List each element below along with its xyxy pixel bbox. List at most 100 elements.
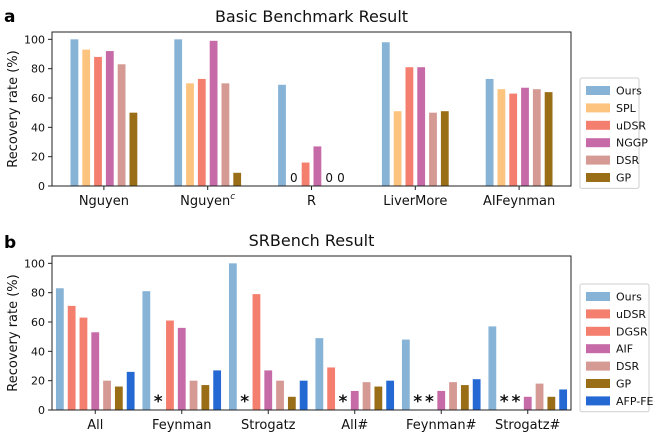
y-tick-label: 80 [31, 287, 45, 300]
bar-annotation: * [500, 392, 509, 412]
bar-nggp-2 [313, 146, 322, 186]
y-tick-label: 0 [38, 180, 45, 193]
bar-afp-fe-3 [386, 380, 395, 410]
bar-udsr-3 [327, 367, 336, 410]
x-tick-label: R [307, 194, 316, 209]
bar-dsr-3 [429, 112, 437, 186]
x-tick-label: All [87, 418, 103, 433]
bar-gp-3 [374, 386, 383, 410]
x-tick-label: All# [341, 418, 368, 433]
x-tick-label: LiverMore [383, 194, 447, 209]
legend-swatch-gp [586, 379, 610, 388]
x-tick-text: R [307, 194, 316, 209]
bar-nggp-3 [417, 67, 426, 186]
y-tick-label: 20 [31, 151, 45, 164]
bar-gp-4 [544, 92, 553, 186]
bar-ours-5 [488, 326, 497, 410]
bar-dsr-5 [535, 383, 544, 410]
legend-swatch-ours [586, 86, 610, 95]
legend-swatch-dgsr [586, 326, 610, 336]
bar-dgsr-2 [252, 294, 261, 410]
x-tick-text: All [87, 418, 103, 433]
bar-dgsr-1 [166, 320, 174, 410]
legend-label: DSR [616, 154, 639, 167]
legend-label: Ours [616, 85, 642, 98]
bar-dsr-4 [532, 89, 541, 186]
x-tick-text: Feynman# [406, 418, 476, 433]
legend-swatch-gp [586, 173, 610, 182]
y-tick-label: 40 [31, 345, 45, 358]
bar-afp-fe-0 [126, 371, 135, 410]
bar-udsr-0 [94, 56, 102, 186]
bar-gp-1 [233, 172, 242, 186]
bar-ours-1 [174, 39, 183, 187]
bar-gp-1 [201, 385, 210, 410]
bar-udsr-2 [301, 162, 310, 186]
y-axis-label: Recovery rate (%) [6, 50, 21, 167]
bar-aif-4 [437, 390, 446, 410]
plot-frame [51, 31, 572, 187]
legend: Ours uDSR DGSR AIF DSR GP AFP-FE [579, 283, 654, 413]
bar-spl-4 [497, 89, 506, 186]
x-tick-text: LiverMore [383, 194, 447, 209]
legend-swatch-afp-fe [586, 396, 610, 406]
legend-label: AIF [616, 343, 633, 356]
x-tick-superscript: c [230, 192, 235, 202]
bar-udsr-1 [197, 78, 206, 186]
y-tick-label: 0 [38, 404, 45, 417]
bar-udsr-0 [67, 305, 76, 410]
bar-aif-0 [91, 332, 100, 410]
panel-b: b SRBench Result Recovery rate (%) 0 20 40 60 8… [4, 231, 654, 433]
x-tick-label: Feynman# [406, 418, 476, 433]
bar-annotation: * [425, 392, 434, 412]
bar-udsr-4 [509, 93, 518, 186]
bar-ours-1 [142, 291, 151, 410]
legend-label: uDSR [616, 119, 646, 132]
bar-dsr-2 [276, 380, 284, 410]
y-tick-label: 80 [31, 63, 45, 76]
bar-ours-4 [401, 339, 410, 410]
bar-ours-4 [485, 78, 494, 186]
bar-afp-fe-5 [559, 389, 568, 410]
legend-label: uDSR [616, 308, 646, 321]
bar-dsr-3 [362, 382, 371, 410]
bar-nggp-0 [105, 51, 114, 186]
bar-spl-0 [82, 49, 91, 186]
bar-afp-fe-2 [299, 380, 308, 410]
x-tick-text: Nguyen [180, 194, 230, 209]
bar-dsr-0 [103, 380, 111, 410]
x-tick-label: AIFeynman [483, 194, 555, 209]
bar-nggp-4 [521, 87, 529, 186]
bar-ours-2 [228, 263, 237, 410]
bar-annotation: * [413, 392, 422, 412]
bar-ours-3 [381, 42, 390, 187]
y-tick-label: 60 [31, 316, 45, 329]
legend-label: DSR [616, 360, 639, 373]
x-tick-label: Strogatz [241, 418, 296, 433]
bar-gp-2 [287, 396, 296, 410]
bar-aif-2 [264, 370, 273, 410]
x-tick-text: Strogatz# [495, 418, 560, 433]
panel-letter: a [4, 7, 15, 27]
bar-gp-0 [114, 386, 123, 410]
bar-ours-2 [278, 84, 286, 186]
y-tick-label: 60 [31, 92, 45, 105]
y-tick-label: 100 [24, 33, 45, 46]
bar-annotation: * [339, 392, 348, 412]
legend-swatch-udsr [586, 309, 610, 319]
legend-swatch-dsr [586, 155, 610, 165]
bar-aif-5 [523, 396, 532, 410]
legend-swatch-aif [586, 344, 610, 354]
bar-spl-3 [393, 111, 402, 186]
x-tick-label: Nguyen [79, 194, 129, 209]
bar-dsr-0 [117, 64, 126, 186]
panel-a: a Basic Benchmark Result Recovery rate (%)… [4, 7, 648, 209]
legend-swatch-spl [586, 103, 610, 113]
legend-label: GP [616, 172, 632, 185]
chart-title: Basic Benchmark Result [215, 7, 408, 26]
bar-gp-3 [440, 111, 449, 186]
legend-label: AFP-FE [616, 395, 654, 408]
bar-gp-4 [460, 385, 469, 410]
y-tick-label: 100 [24, 257, 45, 270]
